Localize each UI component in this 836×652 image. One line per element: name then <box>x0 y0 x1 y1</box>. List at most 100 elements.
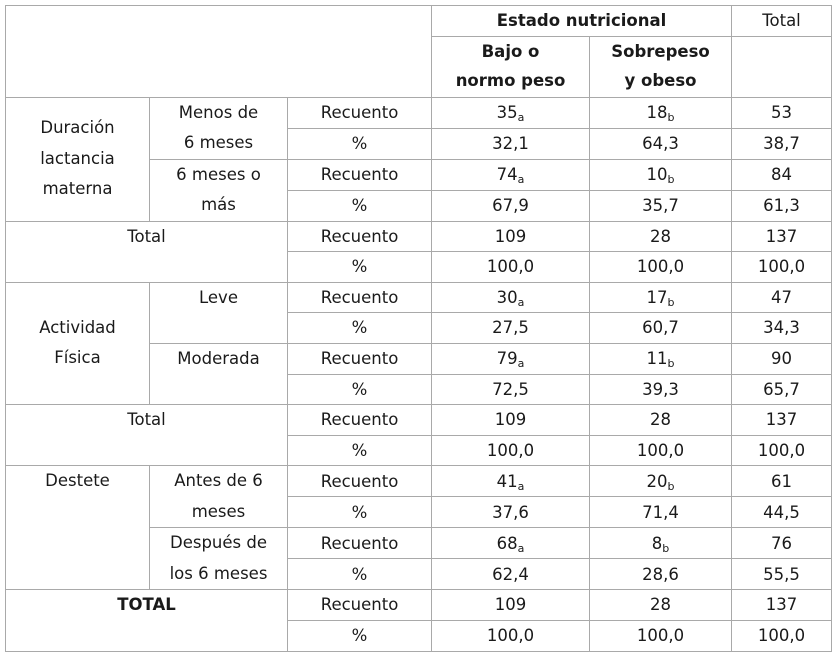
table-row: % 37,6 71,4 44,5 <box>6 496 833 529</box>
cell-total-count: 47 <box>731 281 833 314</box>
table-row: Duración lactancia materna Menos de 6 me… <box>5 96 833 222</box>
bajo-normo-peso-line1: Bajo o <box>481 41 540 61</box>
stat-label-recuento: Recuento <box>286 465 433 498</box>
row-subgroup-label-line: Después de <box>169 533 267 553</box>
cell-bajo-normo-count: 35a <box>431 96 591 129</box>
cell-total-percent: 100,0 <box>731 434 833 467</box>
stat-label-recuento: Recuento <box>286 404 433 436</box>
stat-label-recuento: Recuento <box>286 281 433 314</box>
cell-bajo-normo-count: 41a <box>431 465 591 498</box>
cell-bajo-normo-count: 109 <box>431 220 591 253</box>
header-row-1: Estado nutricional Total <box>4 5 833 98</box>
row-group-label-line: Física <box>54 348 101 368</box>
header-empty-cell <box>4 5 433 98</box>
cell-sobrepeso-percent: 28,6 <box>589 558 733 591</box>
cell-total-count: 61 <box>731 465 833 498</box>
table-row: 6 meses o más Recuento 74a 10b 84 <box>6 158 833 222</box>
cell-total-percent: 100,0 <box>731 619 833 652</box>
cell-total-count: 90 <box>731 342 833 375</box>
cell-total-count: 76 <box>731 527 833 560</box>
cell-sobrepeso-count: 17b <box>589 281 733 314</box>
cell-bajo-normo-percent: 72,5 <box>431 373 591 406</box>
cell-bajo-normo-percent: 37,6 <box>431 496 591 529</box>
cell-total-percent: 34,3 <box>731 312 833 344</box>
cell-sobrepeso-percent: 100,0 <box>589 434 733 467</box>
table-row: % 62,4 28,6 55,5 <box>6 558 833 591</box>
table-row: Total Recuento 109 28 137 <box>5 220 833 283</box>
row-group-duracion-lactancia: Duración lactancia materna <box>5 96 150 222</box>
cell-sobrepeso-count: 28 <box>589 404 733 436</box>
cell-sobrepeso-percent: 100,0 <box>589 251 733 283</box>
row-subgroup-label-line: Menos de <box>178 102 259 122</box>
cell-sobrepeso-percent: 60,7 <box>589 312 733 344</box>
stat-label-recuento: Recuento <box>286 96 433 129</box>
estado-nutricional-header: Estado nutricional <box>431 5 733 37</box>
total-header-empty <box>731 35 833 98</box>
row-subgroup-antes-6-meses: Antes de 6 meses <box>149 465 288 529</box>
bajo-normo-peso-header: Bajo o normo peso <box>431 35 591 98</box>
cell-sobrepeso-percent: 39,3 <box>589 373 733 406</box>
row-group-actividad-fisica: Actividad Física <box>5 281 150 406</box>
cell-bajo-normo-count: 109 <box>431 404 591 436</box>
cell-bajo-normo-percent: 100,0 <box>431 251 591 283</box>
cell-bajo-normo-percent: 100,0 <box>431 619 591 652</box>
row-group-label-line: Duración <box>40 118 115 138</box>
stat-label-percent: % <box>286 558 433 591</box>
stat-label-percent: % <box>286 189 433 222</box>
stat-label-recuento: Recuento <box>286 158 433 191</box>
cell-total-percent: 44,5 <box>731 496 833 529</box>
cell-total-percent: 65,7 <box>731 373 833 406</box>
cell-bajo-normo-percent: 62,4 <box>431 558 591 591</box>
table-row: Destete Antes de 6 meses Recuento 41a 20… <box>5 465 833 591</box>
cell-bajo-normo-percent: 32,1 <box>431 127 591 160</box>
cell-total-count: 84 <box>731 158 833 191</box>
cell-sobrepeso-count: 11b <box>589 342 733 375</box>
stat-label-percent: % <box>286 434 433 467</box>
cell-bajo-normo-count: 68a <box>431 527 591 560</box>
row-subgroup-label-line: 6 meses o <box>176 164 261 184</box>
table-row: TOTAL Recuento 109 28 137 <box>5 589 833 652</box>
row-subgroup-menos-6-meses: Menos de 6 meses <box>149 96 288 160</box>
cell-sobrepeso-count: 8b <box>589 527 733 560</box>
table-row: Después de los 6 meses Recuento 68a 8b 7… <box>6 527 833 591</box>
cell-bajo-normo-percent: 67,9 <box>431 189 591 222</box>
stat-label-percent: % <box>286 312 433 344</box>
cell-total-percent: 55,5 <box>731 558 833 591</box>
row-group-label-line: lactancia <box>40 148 115 168</box>
stat-label-recuento: Recuento <box>286 342 433 375</box>
sobrepeso-obeso-header: Sobrepeso y obeso <box>589 35 733 98</box>
table-row: % 100,0 100,0 100,0 <box>6 619 833 652</box>
stat-label-percent: % <box>286 127 433 160</box>
cell-bajo-normo-count: 30a <box>431 281 591 314</box>
sobrepeso-obeso-line2: y obeso <box>624 71 697 91</box>
cell-bajo-normo-percent: 100,0 <box>431 434 591 467</box>
stat-label-percent: % <box>286 373 433 406</box>
table-row: % 100,0 100,0 100,0 <box>6 251 833 283</box>
row-group-destete: Destete <box>5 465 150 591</box>
cell-total-count: 137 <box>731 589 833 621</box>
table-row: Actividad Física Leve Recuento 30a 17b 4… <box>5 281 833 406</box>
stat-label-percent: % <box>286 496 433 529</box>
header-row-2: Bajo o normo peso Sobrepeso y obeso <box>6 35 833 98</box>
row-group-grand-total: TOTAL <box>5 589 288 652</box>
stat-label-recuento: Recuento <box>286 589 433 621</box>
table-row: % 27,5 60,7 34,3 <box>6 312 833 344</box>
row-group-label-line: Actividad <box>39 317 116 337</box>
bajo-normo-peso-line2: normo peso <box>455 71 566 91</box>
cell-total-count: 137 <box>731 404 833 436</box>
sobrepeso-obeso-line1: Sobrepeso <box>611 41 710 61</box>
stat-label-recuento: Recuento <box>286 220 433 253</box>
row-subgroup-despues-6-meses: Después de los 6 meses <box>149 527 288 591</box>
row-subgroup-label-line: meses <box>191 501 246 521</box>
cell-sobrepeso-percent: 71,4 <box>589 496 733 529</box>
stat-label-percent: % <box>286 619 433 652</box>
cell-sobrepeso-percent: 64,3 <box>589 127 733 160</box>
row-subgroup-label-line: más <box>201 195 236 215</box>
stat-label-percent: % <box>286 251 433 283</box>
row-subgroup-moderada: Moderada <box>149 342 288 406</box>
cell-sobrepeso-percent: 35,7 <box>589 189 733 222</box>
row-subgroup-label-line: los 6 meses <box>169 563 268 583</box>
cell-sobrepeso-count: 28 <box>589 589 733 621</box>
cell-total-count: 53 <box>731 96 833 129</box>
